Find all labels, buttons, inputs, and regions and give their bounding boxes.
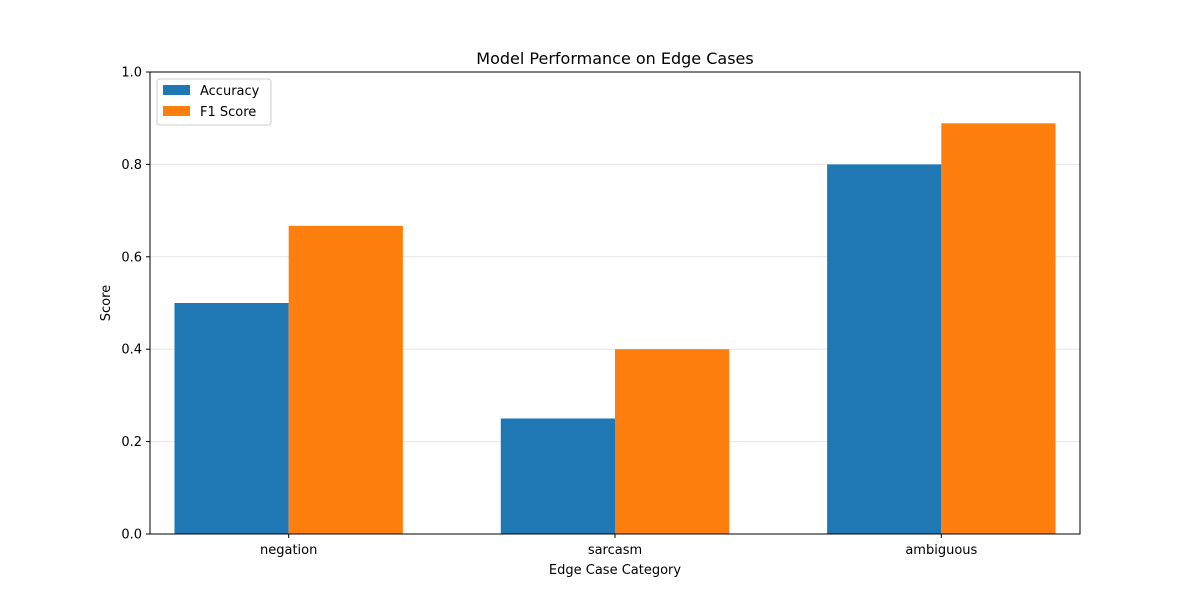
legend-label-accuracy: Accuracy [200, 84, 260, 99]
x-tick-label-sarcasm: sarcasm [588, 543, 642, 558]
y-tick-label: 0.6 [121, 250, 142, 265]
x-axis-ticks: negation sarcasm ambiguous [260, 534, 978, 558]
y-tick-label: 0.4 [121, 343, 142, 358]
y-tick-label: 0.2 [121, 435, 142, 450]
legend-swatch-f1-score [163, 106, 190, 116]
legend-swatch-accuracy [163, 85, 190, 95]
y-tick-label: 1.0 [121, 66, 142, 81]
x-tick-label-negation: negation [260, 543, 317, 558]
bar-ambiguous-f1-score [941, 123, 1056, 535]
legend-label-f1-score: F1 Score [200, 105, 256, 120]
chart-title: Model Performance on Edge Cases [476, 49, 753, 68]
bar-sarcasm-f1-score [615, 349, 730, 534]
y-tick-label: 0.0 [121, 528, 142, 543]
x-axis-label: Edge Case Category [549, 563, 681, 578]
y-axis-ticks: 0.0 0.2 0.4 0.6 0.8 1.0 [121, 66, 150, 543]
y-tick-label: 0.8 [121, 158, 142, 173]
y-axis-label: Score [99, 285, 114, 321]
legend: Accuracy F1 Score [156, 78, 272, 126]
bar-negation-accuracy [174, 303, 289, 534]
bar-ambiguous-accuracy [827, 164, 942, 534]
bar-sarcasm-accuracy [500, 418, 615, 534]
bars [174, 123, 1056, 535]
bar-negation-f1-score [288, 225, 403, 534]
x-tick-label-ambiguous: ambiguous [905, 543, 977, 558]
